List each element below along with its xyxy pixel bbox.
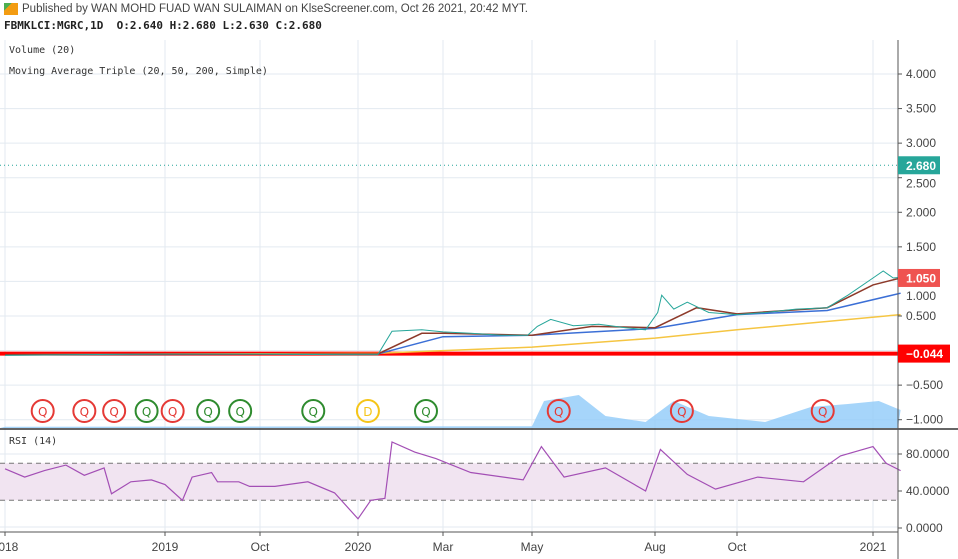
- time-tick-label: Aug: [644, 540, 665, 554]
- event-marker: Q: [196, 399, 221, 423]
- price-tick-label: 3.000: [906, 136, 936, 150]
- time-tick-label: May: [521, 540, 544, 554]
- price-tick-label: 2.000: [906, 205, 936, 219]
- price-tag: [898, 344, 950, 363]
- event-marker-label: Q: [109, 405, 118, 419]
- event-marker-circle: [669, 399, 694, 423]
- volume-legend: Volume (20): [9, 45, 76, 56]
- rsi-band: [0, 463, 898, 501]
- event-marker-circle: [355, 399, 380, 423]
- event-marker-circle: [30, 399, 55, 423]
- time-tick-label: Oct: [251, 540, 270, 554]
- event-marker-label: Q: [168, 405, 177, 419]
- price-tag: [898, 156, 940, 175]
- price-tick-label: 0.500: [906, 309, 936, 323]
- price-tick-label: 4.000: [906, 67, 936, 81]
- event-marker-circle: [134, 399, 159, 423]
- price-tag: [898, 268, 940, 287]
- price-tick-label: 3.500: [906, 102, 936, 116]
- event-marker-circle: [72, 399, 97, 423]
- rsi-tick-label: 0.0000: [906, 521, 943, 535]
- event-marker-label: D: [363, 405, 372, 419]
- event-marker: Q: [301, 399, 326, 423]
- price-tick-label: −0.500: [906, 378, 943, 392]
- price-tag-label: −0.044: [906, 347, 943, 361]
- event-marker: Q: [160, 399, 185, 423]
- time-tick-label: Oct: [728, 540, 747, 554]
- event-marker: Q: [669, 399, 694, 423]
- ma-line-ma50: [4, 292, 901, 356]
- price-tick-label: −1.000: [906, 413, 943, 427]
- event-marker-circle: [546, 399, 571, 423]
- ma-line-ma200: [4, 313, 901, 356]
- rsi-tick-label: 40.0000: [906, 484, 950, 498]
- time-tick-label: 2020: [345, 540, 372, 554]
- event-marker: Q: [134, 399, 159, 423]
- event-marker-label: Q: [235, 405, 244, 419]
- ma-legend: Moving Average Triple (20, 50, 200, Simp…: [9, 66, 268, 77]
- rsi-tick-label: 80.0000: [906, 447, 950, 461]
- event-marker: Q: [72, 399, 97, 423]
- event-marker-label: Q: [203, 405, 212, 419]
- time-tick-label: Mar: [433, 540, 454, 554]
- rsi-line: [4, 441, 901, 520]
- event-marker-label: Q: [554, 405, 563, 419]
- event-marker-label: Q: [38, 405, 47, 419]
- price-tick-label: 1.500: [906, 240, 936, 254]
- event-marker-label: Q: [309, 405, 318, 419]
- price-tag-label: 2.680: [906, 159, 936, 173]
- event-marker-circle: [102, 399, 127, 423]
- time-tick-label: 2021: [860, 540, 887, 554]
- symbol-ohlc: FBMKLCI:MGRC,1D O:2.640 H:2.680 L:2.630 …: [4, 19, 322, 32]
- event-marker-circle: [228, 399, 253, 423]
- event-marker-circle: [810, 399, 835, 423]
- event-marker-label: Q: [677, 405, 686, 419]
- event-marker-label: Q: [142, 405, 151, 419]
- event-marker: Q: [414, 399, 438, 423]
- event-marker-circle: [414, 399, 438, 423]
- time-tick-label: 2018: [0, 540, 19, 554]
- price-line: [4, 270, 901, 356]
- rsi-legend: RSI (14): [9, 436, 58, 447]
- event-marker-label: Q: [818, 405, 827, 419]
- event-marker: D: [355, 399, 380, 423]
- event-marker: Q: [810, 399, 835, 423]
- event-marker-label: Q: [421, 405, 430, 419]
- event-marker: Q: [228, 399, 253, 423]
- event-marker: Q: [546, 399, 571, 423]
- price-tick-label: 1.000: [906, 289, 936, 303]
- site-logo: [4, 3, 18, 15]
- event-marker: Q: [102, 399, 127, 423]
- price-tag-label: 1.050: [906, 271, 936, 285]
- price-tick-label: 2.500: [906, 176, 936, 190]
- time-tick-label: 2019: [152, 540, 179, 554]
- event-marker-label: Q: [80, 405, 89, 419]
- event-marker-circle: [160, 399, 185, 423]
- published-by: Published by WAN MOHD FUAD WAN SULAIMAN …: [22, 3, 528, 15]
- event-marker-circle: [196, 399, 221, 423]
- event-marker-circle: [301, 399, 326, 423]
- event-marker: Q: [30, 399, 55, 423]
